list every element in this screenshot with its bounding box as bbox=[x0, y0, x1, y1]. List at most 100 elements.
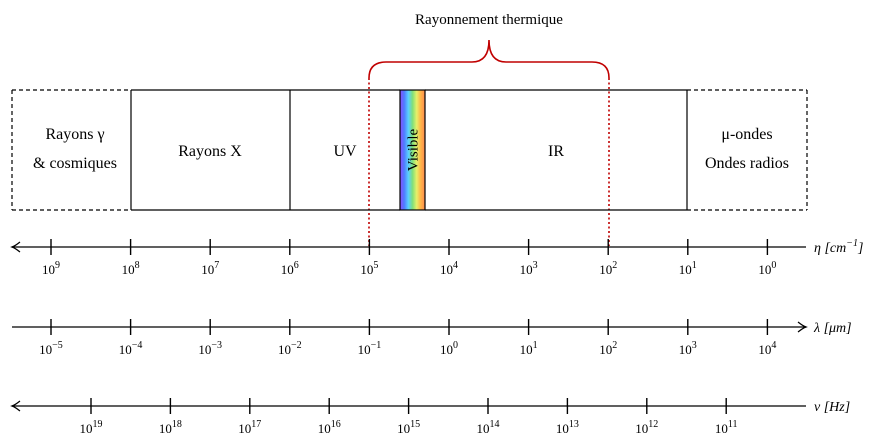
tick-label-exponent: 9 bbox=[55, 260, 60, 271]
tick-label: 105 bbox=[360, 260, 378, 277]
region-label-gamma: Rayons γ bbox=[45, 126, 104, 143]
region-uv: UV bbox=[290, 89, 400, 211]
tick-label-exponent: 14 bbox=[490, 419, 500, 430]
tick-label-exponent: 11 bbox=[728, 419, 738, 430]
tick-label-base: 10 bbox=[520, 342, 533, 357]
axis-label-end: ] bbox=[857, 241, 863, 256]
tick-label: 103 bbox=[520, 260, 538, 277]
tick-label-base: 10 bbox=[599, 342, 612, 357]
axis-arrow-right-icon bbox=[797, 321, 808, 333]
tick-label-exponent: 2 bbox=[612, 340, 617, 351]
tick-label-base: 10 bbox=[80, 421, 93, 436]
tick-label-base: 10 bbox=[159, 421, 172, 436]
tick-label: 101 bbox=[520, 340, 538, 357]
visible-band bbox=[399, 89, 426, 211]
tick-label-exponent: −5 bbox=[52, 340, 63, 351]
spectrum-regions: Rayons γ & cosmiques Rayons X UV Visible IR μ-… bbox=[11, 89, 808, 211]
region-x: Rayons X bbox=[131, 89, 291, 211]
tick-label-exponent: 1 bbox=[533, 340, 538, 351]
tick-label: 102 bbox=[599, 340, 617, 357]
tick-label-base: 10 bbox=[440, 262, 453, 277]
tick-label-exponent: 8 bbox=[135, 260, 140, 271]
tick-label: 100 bbox=[440, 340, 458, 357]
axis-label-wavelength: λ [μm] bbox=[813, 321, 852, 336]
region-gamma: Rayons γ & cosmiques bbox=[11, 89, 132, 211]
tick-label: 1018 bbox=[159, 419, 182, 436]
tick-label-base: 10 bbox=[318, 421, 331, 436]
tick-label-base: 10 bbox=[599, 262, 612, 277]
tick-label: 1015 bbox=[397, 419, 420, 436]
region-label-ir: IR bbox=[548, 143, 564, 160]
tick-label-exponent: −3 bbox=[211, 340, 222, 351]
tick-label: 101 bbox=[679, 260, 697, 277]
axis-arrow-left-icon bbox=[10, 241, 21, 253]
region-ir: IR bbox=[425, 89, 688, 211]
tick-label: 10−5 bbox=[39, 340, 63, 357]
tick-label-exponent: 4 bbox=[771, 340, 776, 351]
tick-label-exponent: 4 bbox=[453, 260, 458, 271]
axis-label-wavenumber: η [cm−1] bbox=[814, 238, 863, 256]
tick-label-base: 10 bbox=[358, 342, 371, 357]
tick-label-exponent: 2 bbox=[612, 260, 617, 271]
tick-label-exponent: −2 bbox=[291, 340, 302, 351]
axis-label-text: λ [μm] bbox=[813, 321, 852, 336]
tick-label-exponent: 15 bbox=[410, 419, 420, 430]
thermal-radiation-annotation: Rayonnement thermique bbox=[368, 12, 610, 246]
tick-label: 100 bbox=[758, 260, 776, 277]
tick-label: 1013 bbox=[556, 419, 579, 436]
tick-label-exponent: 6 bbox=[294, 260, 299, 271]
tick-label-exponent: 0 bbox=[453, 340, 458, 351]
tick-label: 1017 bbox=[238, 419, 261, 436]
region-label-x: Rayons X bbox=[178, 143, 242, 160]
tick-label-exponent: 3 bbox=[692, 340, 697, 351]
tick-label-exponent: 12 bbox=[648, 419, 658, 430]
tick-label-base: 10 bbox=[198, 342, 211, 357]
tick-label-base: 10 bbox=[715, 421, 728, 436]
tick-label-exponent: −1 bbox=[371, 340, 382, 351]
tick-label: 1012 bbox=[635, 419, 658, 436]
region-label-visible: Visible bbox=[406, 128, 422, 171]
tick-label-base: 10 bbox=[278, 342, 291, 357]
region-sublabel-gamma: & cosmiques bbox=[33, 155, 117, 172]
tick-label: 10−3 bbox=[198, 340, 222, 357]
tick-label-base: 10 bbox=[679, 342, 692, 357]
tick-label-base: 10 bbox=[520, 262, 533, 277]
tick-label: 103 bbox=[679, 340, 697, 357]
tick-label: 1019 bbox=[80, 419, 103, 436]
tick-label: 104 bbox=[440, 260, 458, 277]
tick-label-base: 10 bbox=[281, 262, 294, 277]
axis-label-frequency: ν [Hz] bbox=[814, 400, 850, 415]
tick-label: 108 bbox=[122, 260, 140, 277]
tick-label-base: 10 bbox=[201, 262, 214, 277]
tick-label-exponent: 1 bbox=[692, 260, 697, 271]
tick-label-base: 10 bbox=[635, 421, 648, 436]
axis-label-text: ν [Hz] bbox=[814, 400, 850, 415]
tick-label-base: 10 bbox=[360, 262, 373, 277]
axis-label-exponent: −1 bbox=[846, 238, 858, 249]
tick-label-exponent: 17 bbox=[251, 419, 261, 430]
tick-label-base: 10 bbox=[238, 421, 251, 436]
region-sublabel-micro: Ondes radios bbox=[705, 155, 789, 172]
tick-label-base: 10 bbox=[679, 262, 692, 277]
tick-label: 109 bbox=[42, 260, 60, 277]
tick-label: 1014 bbox=[477, 419, 500, 436]
tick-label-exponent: 13 bbox=[569, 419, 579, 430]
tick-label: 10−2 bbox=[278, 340, 302, 357]
region-visible: Visible bbox=[399, 89, 426, 211]
tick-label-base: 10 bbox=[440, 342, 453, 357]
tick-label-exponent: 5 bbox=[373, 260, 378, 271]
axis-arrow-left-icon bbox=[10, 400, 21, 412]
tick-label: 1016 bbox=[318, 419, 341, 436]
tick-label-base: 10 bbox=[39, 342, 52, 357]
tick-label-base: 10 bbox=[397, 421, 410, 436]
tick-label-exponent: 16 bbox=[331, 419, 341, 430]
axis-label-text: η [cm bbox=[814, 241, 846, 256]
tick-label-exponent: 0 bbox=[771, 260, 776, 271]
tick-label-base: 10 bbox=[758, 262, 771, 277]
tick-label-exponent: 18 bbox=[172, 419, 182, 430]
